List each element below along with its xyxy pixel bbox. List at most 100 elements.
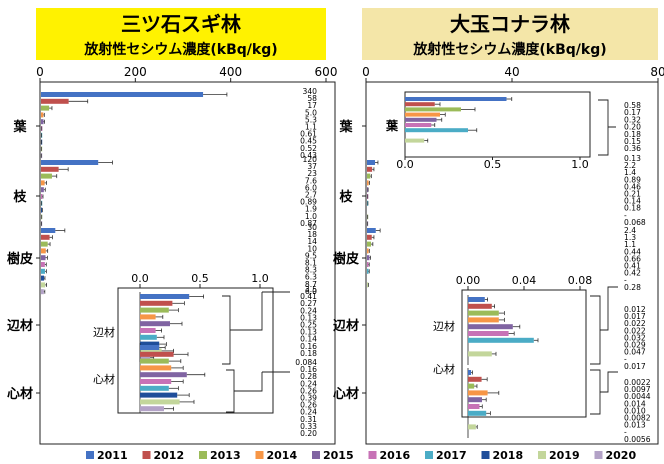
- right-value-label: 0.28: [624, 283, 641, 292]
- right-axis-tick-label: 80: [650, 65, 664, 79]
- left-inset-1-bar-2017: [140, 385, 169, 391]
- left-value-label: 37: [307, 162, 317, 171]
- left-2-bar-2017: [41, 268, 45, 274]
- left-inset-1-bar-2018: [140, 392, 178, 398]
- left-2-bar-2011: [41, 228, 56, 233]
- legend-label-2016: 2016: [380, 449, 411, 462]
- left-chart: 三ツ石スギ林 放射性セシウム濃度(kBq/kg) 0 200 400 600 葉枝樹皮…: [7, 8, 337, 445]
- right-ticks: 0 40 80: [362, 65, 664, 82]
- left-1-bar-2016: [41, 194, 43, 199]
- left-value-label: 0.26: [300, 386, 317, 395]
- left-inset-1-bar-2019: [140, 399, 180, 405]
- right-value-label: -: [624, 276, 627, 285]
- right-leaf-inset-bracket: [598, 99, 616, 156]
- right-value-labels: 0.132.21.40.890.460.210.140.18-0.0682.41…: [624, 154, 651, 444]
- right-value-label: 0.21: [624, 190, 641, 199]
- left-value-label: 5.0: [305, 108, 317, 117]
- right-leaf-inset-bar-2011: [405, 97, 507, 101]
- left-1-bar-2014: [41, 180, 45, 186]
- right-value-label: 0.047: [624, 348, 646, 357]
- right-value-label: 0.0082: [624, 414, 651, 423]
- right-leaf-inset-value-label: 0.15: [624, 137, 641, 146]
- left-inset-0-bar-2014: [140, 314, 156, 320]
- right-leaf-inset-tick-label: 0.5: [484, 158, 502, 171]
- left-inset-1-bar-2013: [140, 358, 169, 364]
- right-value-label: 0.029: [624, 341, 646, 350]
- right-inset-0-bar-2016: [468, 331, 509, 336]
- legend-swatch-2014: [255, 451, 264, 459]
- left-value-label: 30: [307, 223, 317, 232]
- left-value-labels: 34058175.05.31.10.610.450.520.4312037237…: [295, 87, 317, 438]
- right-leaf-inset-tick-label: 0.0: [396, 158, 414, 171]
- left-inset-brackets: [222, 291, 290, 413]
- left-inset-0-bar-2011: [140, 294, 190, 299]
- right-value-label: 1.3: [624, 233, 636, 242]
- left-0-bar-2012: [41, 98, 69, 104]
- left-0-bar-2013: [41, 105, 50, 111]
- left-2-bar-2016: [41, 262, 45, 267]
- left-ticks: 0 200 400 600: [36, 65, 337, 82]
- left-value-label: 6.0: [305, 287, 317, 296]
- left-inset-1-bar-2020: [140, 406, 164, 412]
- left-inset-1-bar-2016: [140, 379, 172, 384]
- right-value-label: 0.014: [624, 399, 646, 408]
- left-value-label: 2.7: [305, 191, 317, 200]
- left-value-label: 9.5: [305, 251, 317, 260]
- right-inset-0-bar-2019: [468, 351, 492, 357]
- left-value-label: 0.52: [300, 144, 317, 153]
- right-inset-label-sapwood: 辺材: [433, 319, 455, 333]
- right-value-label: -: [624, 428, 627, 437]
- right-subtitle: 放射性セシウム濃度(kBq/kg): [412, 41, 606, 58]
- legend-label-2012: 2012: [154, 449, 185, 462]
- legend-swatch-2011: [86, 451, 94, 459]
- left-inset-bracket-links: [262, 291, 290, 373]
- legend-label-2019: 2019: [549, 449, 580, 462]
- left-value-label: 8.1: [305, 259, 317, 268]
- right-value-label: 2.4: [624, 226, 636, 235]
- left-inset-label-sapwood: 辺材: [93, 325, 115, 339]
- right-value-label: 0.42: [624, 269, 641, 278]
- left-value-label: 0.43: [300, 151, 317, 160]
- left-value-label: 1.9: [305, 205, 317, 214]
- left-value-label: 58: [307, 94, 317, 103]
- left-axis-tick-label: 200: [124, 65, 147, 79]
- right-value-label: 0.0056: [624, 435, 651, 444]
- right-inset-1-bar-2017: [468, 410, 487, 416]
- right-leaf-inset-value-label: 0.20: [624, 123, 641, 132]
- left-axis-tick-label: 600: [315, 65, 338, 79]
- left-inset-0-bar-2019: [140, 348, 162, 354]
- right-leaf-inset-bar-2012: [405, 102, 435, 107]
- right-category-label: 枝: [338, 189, 353, 205]
- right-value-label: 1.1: [624, 240, 636, 249]
- left-2-bar-2012: [41, 234, 50, 240]
- right-inset-0-bar-2011: [468, 297, 485, 302]
- left-inset-axis-tick-label: 0.0: [131, 272, 149, 285]
- right-axis-tick-label: 40: [504, 65, 519, 79]
- left-value-label: 0.24: [300, 379, 317, 388]
- right-title: 大玉コナラ林: [450, 12, 570, 36]
- right-value-label: 0.66: [624, 254, 641, 263]
- legend-swatch-2013: [199, 451, 207, 459]
- right-inset-axis-tick-label: 0.08: [568, 274, 593, 287]
- left-value-label: 8.7: [305, 280, 317, 289]
- right-value-label: 0.032: [624, 333, 646, 342]
- left-inset-1-bar-2015: [140, 372, 187, 378]
- right-value-label: -: [624, 355, 627, 364]
- left-1-bar-2013: [41, 173, 52, 179]
- right-leaf-inset-bar-2014: [405, 112, 440, 117]
- left-value-label: 0.25: [300, 321, 317, 330]
- right-inset-0-bar-2015: [468, 324, 513, 330]
- legend-label-2015: 2015: [323, 449, 354, 462]
- left-plot-frame: [39, 81, 336, 445]
- left-2-bar-2013: [41, 241, 48, 247]
- left-value-label: 0.13: [300, 313, 317, 322]
- right-value-label: 2.2: [624, 161, 636, 170]
- left-inset-bracket-sapwood: [222, 292, 263, 365]
- right-value-label: 0.44: [624, 247, 641, 256]
- left-1-bar-2018: [41, 207, 43, 213]
- left-2-bar-2015: [41, 255, 46, 261]
- legend-label-2011: 2011: [97, 449, 128, 462]
- right-inset-0-bar-2014: [468, 317, 499, 323]
- right-1-bar-2011: [367, 160, 376, 165]
- legend: 2011 2012 2013 2014 2015 2016 2017 2018 2019 2020: [86, 449, 636, 462]
